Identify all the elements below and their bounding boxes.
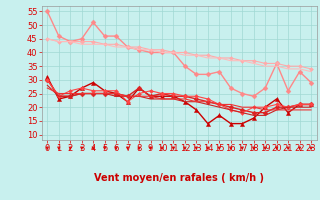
X-axis label: Vent moyen/en rafales ( km/h ): Vent moyen/en rafales ( km/h )	[94, 173, 264, 183]
